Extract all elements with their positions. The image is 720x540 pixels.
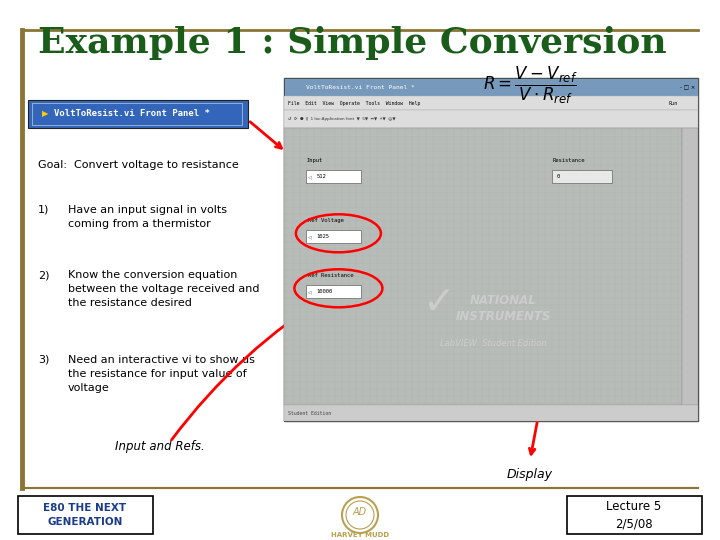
Text: Ref Voltage: Ref Voltage xyxy=(308,218,344,224)
Text: Input: Input xyxy=(307,158,323,163)
Text: Lecture 5
2/5/08: Lecture 5 2/5/08 xyxy=(606,500,662,530)
Bar xyxy=(284,78,698,96)
Text: 1025: 1025 xyxy=(316,234,330,239)
Text: Need an interactive vi to show us
the resistance for input value of
voltage: Need an interactive vi to show us the re… xyxy=(68,355,255,393)
Bar xyxy=(284,96,698,110)
Bar xyxy=(307,285,361,298)
Text: 1): 1) xyxy=(38,205,50,215)
Text: ↺  ⟳  ●  ‖  1 loc:Application font  ▼  5▼  ↔▼  ⚡▼  ☺▼: ↺ ⟳ ● ‖ 1 loc:Application font ▼ 5▼ ↔▼ ⚡… xyxy=(289,117,396,122)
Bar xyxy=(32,103,242,125)
Bar xyxy=(28,100,248,128)
Text: VoltToResist.vi Front Panel *: VoltToResist.vi Front Panel * xyxy=(307,85,415,90)
Text: ▶: ▶ xyxy=(42,110,48,118)
Bar xyxy=(284,129,683,405)
Text: ◁: ◁ xyxy=(308,289,312,294)
Text: Goal:  Convert voltage to resistance: Goal: Convert voltage to resistance xyxy=(38,160,239,170)
Text: Resistance: Resistance xyxy=(552,158,585,163)
Text: 3): 3) xyxy=(38,355,50,365)
Text: Know the conversion equation
between the voltage received and
the resistance des: Know the conversion equation between the… xyxy=(68,270,259,308)
Text: Run: Run xyxy=(668,101,678,106)
Text: Ref Resistance: Ref Resistance xyxy=(308,273,354,278)
Text: VoltToResist.vi Front Panel *: VoltToResist.vi Front Panel * xyxy=(54,110,210,118)
Text: Have an input signal in volts
coming from a thermistor: Have an input signal in volts coming fro… xyxy=(68,205,227,229)
Text: 2): 2) xyxy=(38,270,50,280)
Text: 512: 512 xyxy=(316,174,326,179)
Text: - □ ×: - □ × xyxy=(680,85,696,90)
Bar xyxy=(284,110,698,129)
Bar xyxy=(284,405,698,421)
Text: Input and Refs.: Input and Refs. xyxy=(115,440,205,453)
Text: File  Edit  View  Operate  Tools  Window  Help: File Edit View Operate Tools Window Help xyxy=(289,101,420,106)
Text: Student Edition: Student Edition xyxy=(289,411,331,416)
Bar xyxy=(683,129,698,405)
Text: AD: AD xyxy=(353,507,367,517)
Text: ◁: ◁ xyxy=(308,174,312,179)
Text: Example 1 : Simple Conversion: Example 1 : Simple Conversion xyxy=(38,26,667,60)
Text: 10000: 10000 xyxy=(316,289,333,294)
Text: NATIONAL
INSTRUMENTS: NATIONAL INSTRUMENTS xyxy=(456,294,551,323)
Text: LabVIEW  Student Edition: LabVIEW Student Edition xyxy=(440,339,546,348)
Text: ◁: ◁ xyxy=(308,234,312,239)
Text: Display: Display xyxy=(507,468,553,481)
Bar xyxy=(307,230,361,244)
Bar xyxy=(552,170,613,183)
Text: $R = \dfrac{V - V_{ref}}{V \cdot R_{ref}}$: $R = \dfrac{V - V_{ref}}{V \cdot R_{ref}… xyxy=(482,64,577,106)
Bar xyxy=(18,496,153,534)
Text: 0: 0 xyxy=(557,174,559,179)
Text: ✓: ✓ xyxy=(422,284,454,322)
Bar xyxy=(284,78,698,421)
Bar xyxy=(307,170,361,183)
Bar xyxy=(567,496,702,534)
Text: HARVEY MUDD: HARVEY MUDD xyxy=(331,532,389,538)
Text: E80 THE NEXT
GENERATION: E80 THE NEXT GENERATION xyxy=(43,503,127,527)
